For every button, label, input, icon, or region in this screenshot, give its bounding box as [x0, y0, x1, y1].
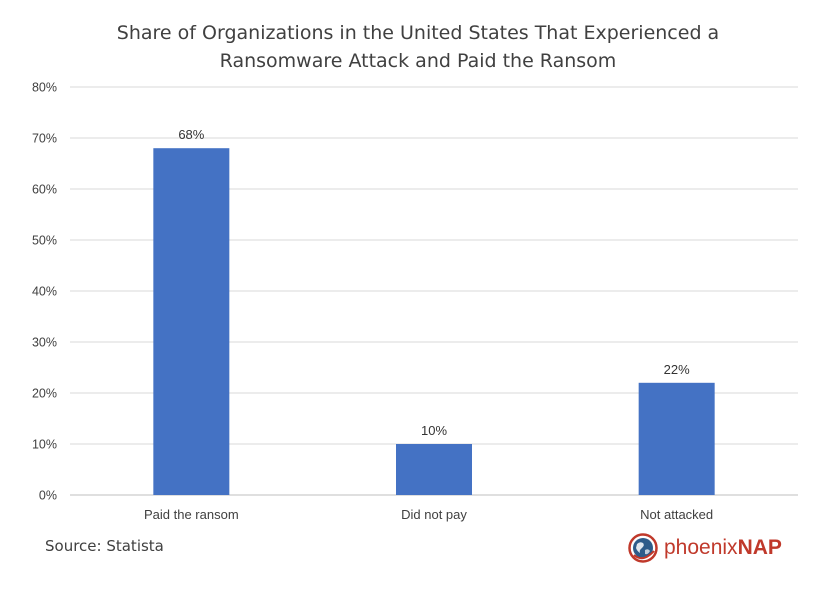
phoenixnap-logo: phoenixNAP [628, 533, 782, 563]
data-label: 68% [178, 127, 204, 142]
x-tick-label: Not attacked [640, 507, 713, 522]
data-labels: 68% 10% 22% [178, 127, 690, 438]
y-tick-label: 10% [32, 438, 57, 452]
data-label: 10% [421, 423, 447, 438]
globe-icon [628, 533, 658, 563]
y-tick-label: 30% [32, 336, 57, 350]
bars [153, 148, 715, 495]
y-axis-ticks: 0% 10% 20% 30% 40% 50% 60% 70% 80% [32, 81, 57, 503]
y-tick-label: 20% [32, 387, 57, 401]
bar [396, 444, 472, 495]
bar [638, 382, 715, 495]
x-tick-label: Paid the ransom [144, 507, 239, 522]
logo-text-nap: NAP [737, 536, 782, 559]
y-tick-label: 70% [32, 132, 57, 146]
chart-title: Share of Organizations in the United Sta… [117, 22, 719, 72]
x-axis-labels: Paid the ransom Did not pay Not attacked [144, 507, 713, 522]
logo-wordmark: phoenixNAP [664, 536, 782, 560]
data-label: 22% [664, 362, 690, 377]
source-note: Source: Statista [45, 537, 164, 555]
y-tick-label: 80% [32, 81, 57, 95]
y-tick-label: 50% [32, 234, 57, 248]
bar [153, 148, 230, 495]
logo-text-phoenix: phoenix [664, 536, 738, 559]
chart-title-line: Share of Organizations in the United Sta… [117, 22, 719, 44]
y-tick-label: 40% [32, 285, 57, 299]
chart-title-line: Ransomware Attack and Paid the Ransom [220, 50, 617, 72]
y-tick-label: 0% [39, 489, 57, 503]
x-tick-label: Did not pay [401, 507, 467, 522]
y-tick-label: 60% [32, 183, 57, 197]
